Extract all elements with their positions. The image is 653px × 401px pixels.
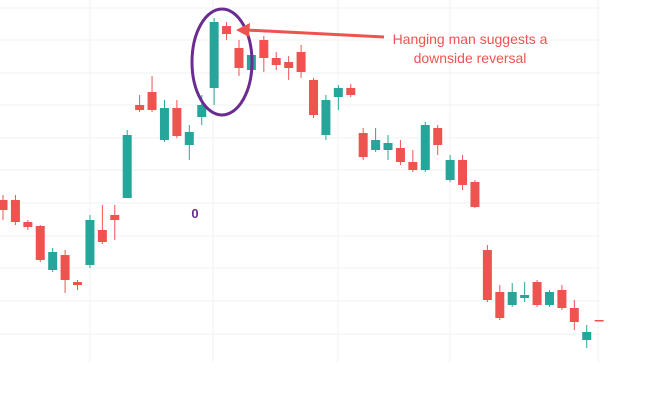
candle-body <box>23 222 33 227</box>
candle-body <box>433 128 443 145</box>
candle-body <box>532 282 542 305</box>
candle-body <box>234 48 244 68</box>
candle-body <box>594 320 604 322</box>
candle-body <box>271 58 281 65</box>
candle-body <box>321 100 331 135</box>
candle-body <box>48 252 58 270</box>
candle-body <box>358 133 368 157</box>
candle-body <box>408 162 418 170</box>
candle-body <box>197 105 207 117</box>
candle-body <box>371 140 381 150</box>
candle-body <box>97 230 107 242</box>
annotation-text: downside reversal <box>414 50 527 66</box>
candle-body <box>172 108 182 136</box>
candles <box>0 18 604 348</box>
candle-body <box>520 295 530 298</box>
candle-body <box>222 26 232 34</box>
candle-body <box>309 80 318 115</box>
candle-body <box>395 148 405 162</box>
candle-body <box>10 200 20 222</box>
candle-body <box>445 160 455 180</box>
candle-body <box>458 160 468 185</box>
candle-body <box>209 22 219 88</box>
candle-body <box>85 220 95 265</box>
candle-body <box>495 292 505 318</box>
annotation-arrow <box>245 28 385 39</box>
candle-body <box>420 125 430 170</box>
arrow-head <box>236 23 250 37</box>
candle-body <box>582 332 592 340</box>
candle-body <box>383 143 393 150</box>
candle-body <box>482 250 492 300</box>
candle-body <box>296 52 306 72</box>
candle-body <box>60 255 70 280</box>
grid <box>0 0 600 362</box>
candle-body <box>333 88 343 97</box>
candle-body <box>569 308 579 322</box>
candle-body <box>557 290 567 308</box>
candle-body <box>35 226 45 260</box>
candle-body <box>110 215 120 220</box>
candle-body <box>184 132 194 145</box>
candle-body <box>284 62 294 68</box>
annotation-text: Hanging man suggests a <box>393 31 548 47</box>
candle-body <box>544 292 554 305</box>
candle-body <box>507 292 517 305</box>
candle-body <box>147 92 157 110</box>
candle-body <box>122 135 132 198</box>
marker-label: 0 <box>191 206 198 221</box>
candle-body <box>73 282 83 285</box>
candle-body <box>135 105 145 110</box>
candle-body <box>159 108 169 140</box>
candle-body <box>0 200 8 210</box>
candle-body <box>470 182 480 207</box>
highlight-ellipse <box>190 7 254 117</box>
candle-body <box>346 88 356 95</box>
candle-body <box>259 40 269 58</box>
